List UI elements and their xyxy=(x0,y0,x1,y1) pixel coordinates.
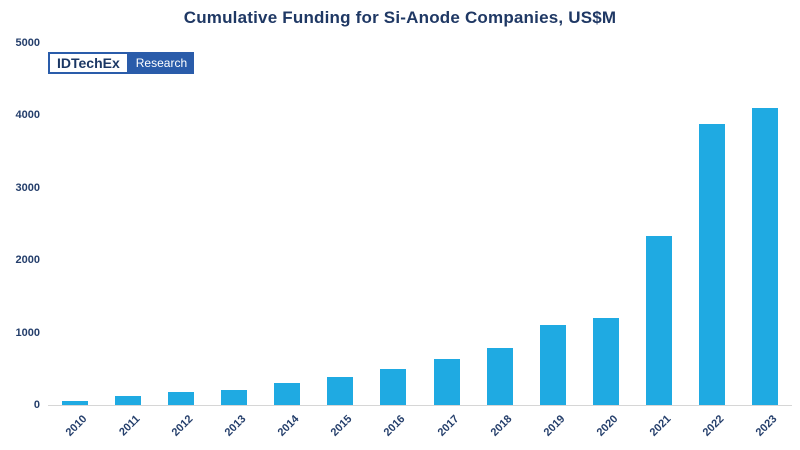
y-tick-label: 0 xyxy=(33,399,40,411)
x-tick-label: 2010 xyxy=(63,413,90,439)
bar-2011 xyxy=(114,395,141,405)
x-tick-label: 2023 xyxy=(754,413,780,439)
x-tick-label: 2015 xyxy=(328,413,355,439)
x-tick-label: 2018 xyxy=(488,413,515,439)
logo-research-text: Research xyxy=(128,52,195,74)
bar-2019 xyxy=(539,325,566,405)
bar-2012 xyxy=(167,391,194,405)
x-tick-label: 2022 xyxy=(700,413,727,439)
x-tick-label: 2012 xyxy=(169,413,196,439)
y-tick-label: 2000 xyxy=(15,254,40,267)
chart-title: Cumulative Funding for Si-Anode Companie… xyxy=(183,8,617,27)
bar-2020 xyxy=(593,318,619,405)
x-tick-label: 2019 xyxy=(541,413,568,439)
x-tick-label: 2021 xyxy=(647,413,674,439)
bar-2023 xyxy=(752,108,779,405)
bar-2016 xyxy=(380,368,407,405)
bar-2010 xyxy=(61,401,88,405)
idtechex-logo: IDTechEx Research xyxy=(48,52,195,74)
x-tick-label: 2011 xyxy=(116,413,143,439)
bar-2013 xyxy=(221,389,247,405)
y-tick-label: 4000 xyxy=(15,109,40,122)
y-tick-label: 3000 xyxy=(15,181,40,194)
bar-2021 xyxy=(646,236,673,405)
y-tick-label: 5000 xyxy=(15,37,40,49)
bar-2018 xyxy=(486,347,513,405)
bar-2015 xyxy=(327,377,354,405)
logo-brand-text: IDTechEx xyxy=(48,52,129,74)
y-tick-label: 1000 xyxy=(15,326,40,339)
x-tick-label: 2014 xyxy=(275,413,302,439)
x-axis-line xyxy=(48,405,792,406)
bar-2014 xyxy=(274,383,301,405)
bar-2022 xyxy=(699,124,726,405)
x-tick-label: 2016 xyxy=(382,413,408,439)
bar-2017 xyxy=(433,359,460,405)
x-tick-label: 2013 xyxy=(222,413,249,439)
x-tick-label: 2020 xyxy=(594,413,621,439)
x-tick-label: 2017 xyxy=(435,413,462,439)
